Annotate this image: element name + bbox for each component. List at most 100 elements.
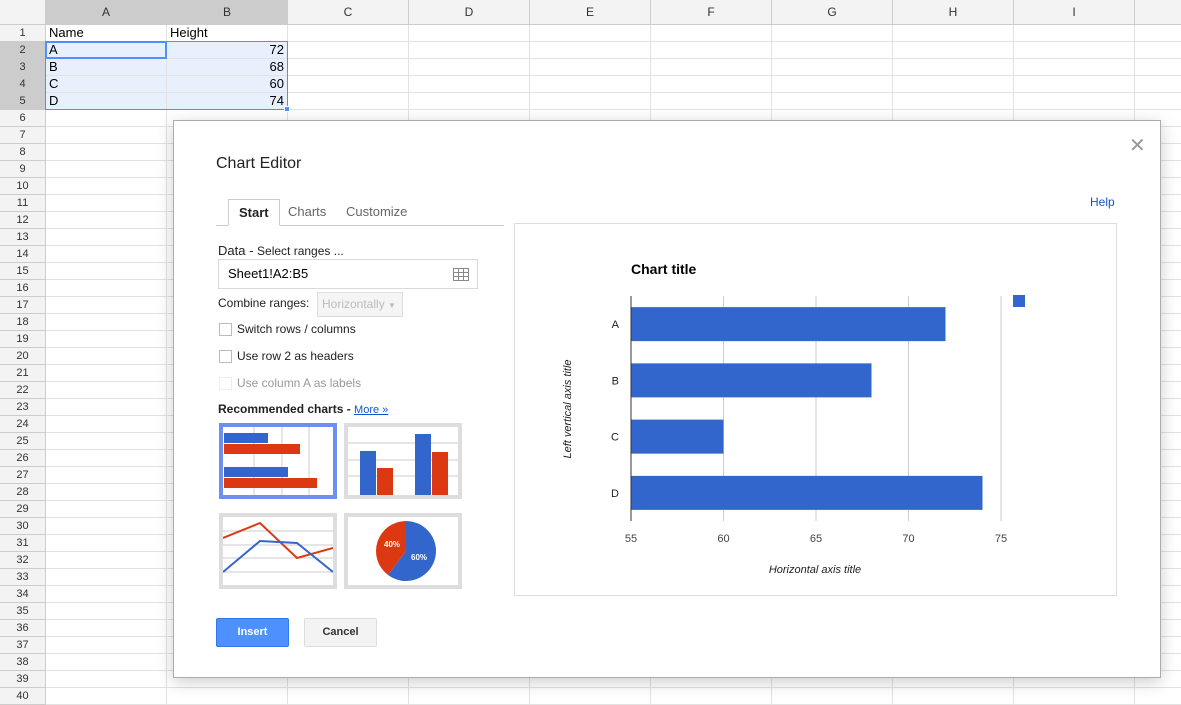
cell[interactable] bbox=[288, 671, 409, 688]
column-header-G[interactable]: G bbox=[772, 0, 893, 25]
cell[interactable] bbox=[530, 59, 651, 76]
cell[interactable]: 72 bbox=[167, 42, 288, 59]
range-input[interactable]: Sheet1!A2:B5 bbox=[218, 259, 478, 289]
column-header-I[interactable]: I bbox=[1014, 0, 1135, 25]
row-header[interactable]: 38 bbox=[0, 654, 46, 671]
cell[interactable] bbox=[46, 433, 167, 450]
row-header[interactable]: 36 bbox=[0, 620, 46, 637]
cell[interactable] bbox=[46, 535, 167, 552]
cell[interactable] bbox=[46, 144, 167, 161]
cell[interactable]: 74 bbox=[167, 93, 288, 110]
row-header[interactable]: 34 bbox=[0, 586, 46, 603]
cell[interactable] bbox=[288, 76, 409, 93]
row-header[interactable]: 9 bbox=[0, 161, 46, 178]
row-header[interactable]: 6 bbox=[0, 110, 46, 127]
column-header-E[interactable]: E bbox=[530, 0, 651, 25]
select-range-grid-icon[interactable] bbox=[453, 268, 469, 281]
row-header[interactable]: 23 bbox=[0, 399, 46, 416]
row-header[interactable]: 31 bbox=[0, 535, 46, 552]
thumb-column-chart[interactable] bbox=[344, 423, 462, 499]
cell[interactable] bbox=[409, 59, 530, 76]
cell[interactable] bbox=[893, 688, 1014, 705]
cell[interactable] bbox=[46, 297, 167, 314]
cell[interactable] bbox=[46, 416, 167, 433]
cell[interactable] bbox=[46, 620, 167, 637]
row-header[interactable]: 20 bbox=[0, 348, 46, 365]
cell[interactable]: B bbox=[46, 59, 167, 76]
cell[interactable] bbox=[772, 76, 893, 93]
cell[interactable] bbox=[772, 93, 893, 110]
cell[interactable] bbox=[772, 25, 893, 42]
cell[interactable] bbox=[1014, 93, 1135, 110]
row-header[interactable]: 16 bbox=[0, 280, 46, 297]
tab-start[interactable]: Start bbox=[228, 199, 280, 226]
cell[interactable] bbox=[651, 59, 772, 76]
cell[interactable] bbox=[1014, 76, 1135, 93]
row-header[interactable]: 17 bbox=[0, 297, 46, 314]
cell[interactable] bbox=[46, 246, 167, 263]
row-header[interactable]: 25 bbox=[0, 433, 46, 450]
cell[interactable] bbox=[530, 688, 651, 705]
cell[interactable] bbox=[651, 671, 772, 688]
checkbox-icon[interactable] bbox=[219, 323, 232, 337]
cell[interactable] bbox=[1135, 42, 1181, 59]
cell[interactable]: 60 bbox=[167, 76, 288, 93]
cell[interactable] bbox=[1014, 688, 1135, 705]
cell[interactable] bbox=[651, 688, 772, 705]
cell[interactable] bbox=[46, 484, 167, 501]
cell[interactable] bbox=[409, 42, 530, 59]
cell[interactable] bbox=[409, 76, 530, 93]
row-header[interactable]: 30 bbox=[0, 518, 46, 535]
cell[interactable] bbox=[288, 25, 409, 42]
thumb-line-chart[interactable] bbox=[219, 513, 337, 589]
cell[interactable] bbox=[46, 178, 167, 195]
cell[interactable] bbox=[772, 42, 893, 59]
cell[interactable] bbox=[651, 25, 772, 42]
cell[interactable] bbox=[46, 212, 167, 229]
column-header-C[interactable]: C bbox=[288, 0, 409, 25]
cell[interactable] bbox=[46, 569, 167, 586]
cell[interactable] bbox=[893, 59, 1014, 76]
cell[interactable] bbox=[46, 161, 167, 178]
column-header-D[interactable]: D bbox=[409, 0, 530, 25]
row-header[interactable]: 5 bbox=[0, 93, 46, 110]
cell[interactable] bbox=[530, 93, 651, 110]
cell[interactable] bbox=[893, 76, 1014, 93]
cell[interactable] bbox=[46, 552, 167, 569]
thumb-pie-chart[interactable]: 40% 60% bbox=[344, 513, 462, 589]
cell[interactable] bbox=[772, 671, 893, 688]
tab-charts[interactable]: Charts bbox=[288, 204, 327, 219]
cell[interactable] bbox=[288, 59, 409, 76]
cell[interactable] bbox=[46, 671, 167, 688]
cell[interactable] bbox=[288, 42, 409, 59]
cell[interactable] bbox=[46, 399, 167, 416]
row-header[interactable]: 2 bbox=[0, 42, 46, 59]
cell[interactable] bbox=[1135, 93, 1181, 110]
cell[interactable] bbox=[46, 467, 167, 484]
cell[interactable] bbox=[46, 450, 167, 467]
cell[interactable] bbox=[893, 93, 1014, 110]
cell[interactable] bbox=[772, 59, 893, 76]
cell[interactable]: Name bbox=[46, 25, 167, 42]
cell[interactable] bbox=[651, 76, 772, 93]
cell[interactable] bbox=[46, 637, 167, 654]
cell[interactable] bbox=[1014, 25, 1135, 42]
cell[interactable] bbox=[530, 671, 651, 688]
cell[interactable] bbox=[46, 314, 167, 331]
cell[interactable] bbox=[893, 42, 1014, 59]
column-header[interactable] bbox=[1135, 0, 1181, 25]
tab-customize[interactable]: Customize bbox=[346, 204, 408, 219]
row-header[interactable]: 40 bbox=[0, 688, 46, 705]
row-header[interactable]: 4 bbox=[0, 76, 46, 93]
insert-button[interactable]: Insert bbox=[216, 618, 289, 647]
cell[interactable] bbox=[1135, 25, 1181, 42]
cell[interactable] bbox=[46, 688, 167, 705]
row-header[interactable]: 22 bbox=[0, 382, 46, 399]
cell[interactable] bbox=[46, 501, 167, 518]
row-header[interactable]: 3 bbox=[0, 59, 46, 76]
row-header[interactable]: 21 bbox=[0, 365, 46, 382]
cell[interactable] bbox=[46, 263, 167, 280]
row-header[interactable]: 12 bbox=[0, 212, 46, 229]
cell[interactable] bbox=[772, 688, 893, 705]
cell[interactable] bbox=[409, 93, 530, 110]
